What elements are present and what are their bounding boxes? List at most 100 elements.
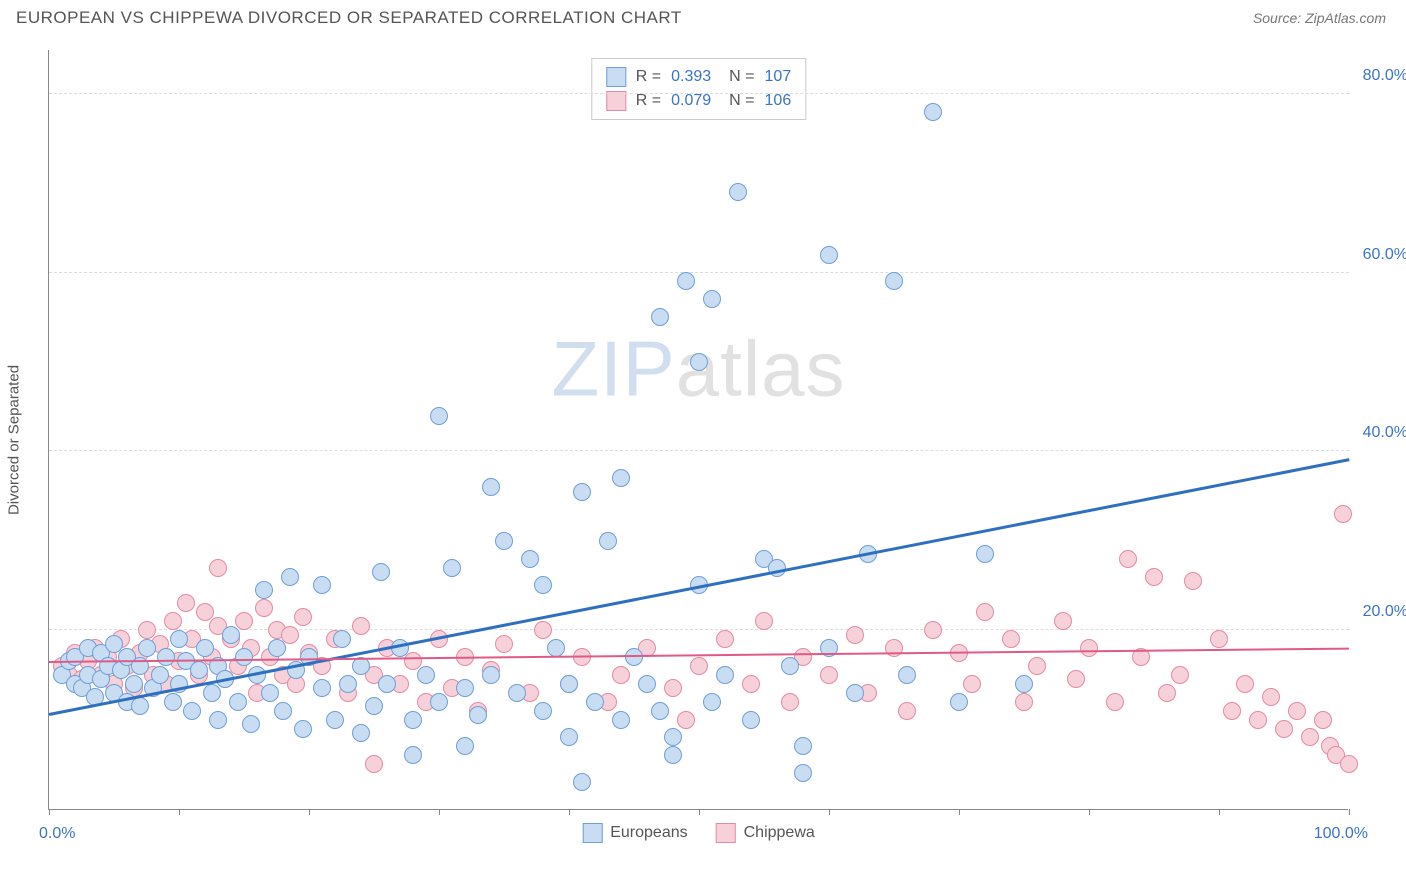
x-end-label: 100.0% [1314, 825, 1368, 843]
data-point [294, 720, 312, 738]
y-tick-label: 20.0% [1363, 603, 1406, 621]
data-point [157, 648, 175, 666]
data-point [1002, 630, 1020, 648]
x-tick [1089, 809, 1090, 815]
data-point [229, 693, 247, 711]
data-point [703, 693, 721, 711]
data-point [209, 559, 227, 577]
data-point [255, 599, 273, 617]
plot-area: ZIPatlas R =0.393N =107R =0.079N =106 Eu… [48, 50, 1348, 810]
data-point [430, 693, 448, 711]
data-point [339, 675, 357, 693]
data-point [846, 684, 864, 702]
y-tick-label: 80.0% [1363, 67, 1406, 85]
data-point [885, 639, 903, 657]
data-point [1171, 666, 1189, 684]
data-point [1262, 688, 1280, 706]
data-point [729, 183, 747, 201]
data-point [1249, 711, 1267, 729]
x-tick [179, 809, 180, 815]
data-point [183, 702, 201, 720]
data-point [482, 666, 500, 684]
x-tick [699, 809, 700, 815]
data-point [690, 353, 708, 371]
data-point [164, 693, 182, 711]
data-point [677, 711, 695, 729]
data-point [417, 666, 435, 684]
data-point [1028, 657, 1046, 675]
data-point [963, 675, 981, 693]
chart-title: EUROPEAN VS CHIPPEWA DIVORCED OR SEPARAT… [16, 8, 682, 28]
data-point [281, 568, 299, 586]
data-point [430, 407, 448, 425]
data-point [1334, 505, 1352, 523]
data-point [742, 711, 760, 729]
legend-swatch [606, 91, 626, 111]
legend-r-label: R = [636, 92, 661, 110]
legend-row: R =0.393N =107 [606, 65, 791, 89]
data-point [365, 755, 383, 773]
data-point [203, 684, 221, 702]
data-point [924, 103, 942, 121]
data-point [1288, 702, 1306, 720]
data-point [138, 639, 156, 657]
legend-swatch [716, 823, 736, 843]
data-point [664, 746, 682, 764]
data-point [1119, 550, 1137, 568]
y-tick-label: 40.0% [1363, 424, 1406, 442]
data-point [560, 675, 578, 693]
data-point [677, 272, 695, 290]
legend-r-label: R = [636, 68, 661, 86]
data-point [1106, 693, 1124, 711]
data-point [352, 617, 370, 635]
data-point [242, 715, 260, 733]
data-point [1236, 675, 1254, 693]
data-point [976, 603, 994, 621]
data-point [313, 679, 331, 697]
chart-container: Divorced or Separated ZIPatlas R =0.393N… [48, 50, 1388, 830]
data-point [703, 290, 721, 308]
data-point [586, 693, 604, 711]
data-point [235, 648, 253, 666]
data-point [261, 684, 279, 702]
data-point [794, 737, 812, 755]
data-point [1080, 639, 1098, 657]
trend-line [49, 458, 1349, 715]
data-point [456, 679, 474, 697]
data-point [170, 630, 188, 648]
data-point [255, 581, 273, 599]
data-point [495, 635, 513, 653]
grid-line [49, 93, 1349, 94]
legend-series-label: Europeans [610, 824, 687, 842]
data-point [352, 724, 370, 742]
x-tick [959, 809, 960, 815]
data-point [716, 630, 734, 648]
data-point [976, 545, 994, 563]
x-tick [569, 809, 570, 815]
data-point [482, 478, 500, 496]
data-point [794, 764, 812, 782]
source-name: ZipAtlas.com [1305, 10, 1386, 26]
y-tick-label: 60.0% [1363, 246, 1406, 264]
data-point [1158, 684, 1176, 702]
x-tick [1219, 809, 1220, 815]
data-point [1054, 612, 1072, 630]
data-point [716, 666, 734, 684]
data-point [177, 594, 195, 612]
data-point [1314, 711, 1332, 729]
data-point [742, 675, 760, 693]
data-point [131, 697, 149, 715]
legend-n-value: 106 [765, 92, 792, 110]
data-point [781, 693, 799, 711]
data-point [950, 693, 968, 711]
data-point [612, 711, 630, 729]
data-point [508, 684, 526, 702]
data-point [268, 639, 286, 657]
x-tick [829, 809, 830, 815]
data-point [573, 773, 591, 791]
x-origin-label: 0.0% [39, 825, 75, 843]
data-point [456, 737, 474, 755]
data-point [547, 639, 565, 657]
data-point [755, 612, 773, 630]
legend-n-value: 107 [765, 68, 792, 86]
